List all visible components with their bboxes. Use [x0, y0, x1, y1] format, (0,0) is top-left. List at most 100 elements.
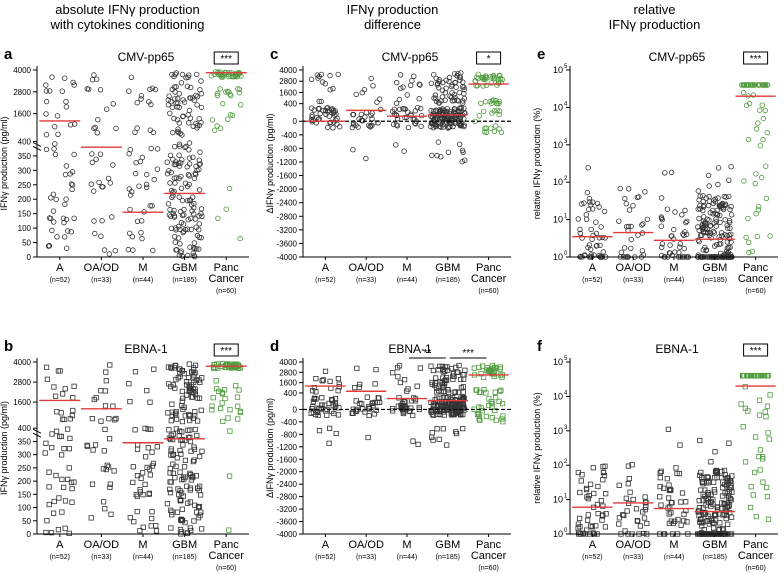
data-point [183, 143, 189, 150]
data-point [46, 501, 52, 508]
data-point [335, 412, 342, 418]
data-point [171, 365, 177, 371]
data-point [746, 249, 752, 256]
data-point [54, 234, 60, 240]
x-group-count: (n=60) [478, 288, 498, 295]
data-point [767, 392, 773, 398]
data-point [595, 510, 601, 517]
y-tick-label: -2800 [277, 493, 298, 502]
data-point [69, 182, 76, 188]
y-tick-label: 4000 [13, 358, 31, 367]
data-point [214, 92, 221, 99]
data-point [703, 247, 710, 253]
data-point [171, 143, 178, 150]
data-point [622, 195, 628, 202]
data-point [471, 365, 477, 371]
data-point [722, 505, 728, 511]
data-point [100, 466, 106, 472]
data-point [745, 215, 751, 222]
data-point [172, 96, 178, 102]
data-point [134, 508, 140, 515]
data-point [404, 406, 410, 412]
data-point [658, 223, 664, 229]
data-point [618, 249, 625, 256]
data-point [169, 104, 175, 111]
data-point [89, 151, 95, 157]
data-point [171, 214, 178, 220]
data-point [212, 69, 219, 75]
data-point [662, 170, 668, 176]
data-point [51, 146, 57, 152]
data-point [350, 121, 357, 128]
data-point [50, 191, 57, 197]
x-tick-label: OA/OD [348, 262, 384, 274]
data-point [494, 107, 500, 113]
x-tick-label: M [669, 539, 678, 551]
data-point [187, 413, 193, 419]
data-point [51, 498, 57, 505]
data-point [370, 83, 376, 89]
x-tick-label: GBM [172, 262, 197, 274]
data-point [63, 98, 69, 105]
data-point [48, 195, 54, 201]
data-point [714, 241, 720, 248]
data-point [440, 426, 446, 432]
data-point [169, 194, 175, 200]
data-point [389, 405, 396, 412]
data-point [132, 129, 138, 135]
data-point [195, 226, 202, 233]
data-point [97, 151, 104, 157]
data-point [756, 203, 762, 210]
y-tick-label: -2400 [277, 199, 298, 208]
data-point [375, 395, 381, 401]
data-point [642, 189, 648, 195]
data-point [460, 389, 466, 395]
data-point [591, 490, 597, 497]
data-point [71, 151, 77, 158]
data-point [659, 244, 665, 250]
data-point [219, 100, 226, 107]
data-point [602, 235, 608, 241]
data-point [442, 97, 448, 103]
data-point [404, 92, 410, 98]
data-point [681, 245, 687, 252]
data-point [452, 110, 459, 117]
data-point [492, 389, 498, 395]
data-point [587, 199, 593, 205]
data-point [740, 89, 747, 96]
x-group-count: (n=60) [478, 565, 498, 572]
data-point [644, 520, 650, 527]
data-point [51, 510, 57, 516]
data-point [191, 444, 197, 450]
data-point [443, 77, 449, 84]
x-tick-label: Cancer [208, 273, 244, 285]
data-point [309, 388, 316, 394]
data-point [236, 387, 242, 393]
data-point [44, 364, 50, 370]
data-point [584, 494, 590, 500]
data-point [710, 200, 716, 206]
y-tick-exponent: 0 [564, 528, 568, 534]
y-tick-label: -1600 [277, 455, 298, 464]
data-point [434, 426, 440, 432]
data-point [666, 495, 672, 501]
data-point [586, 242, 593, 248]
data-point [490, 72, 497, 79]
data-point [70, 407, 76, 414]
data-point [414, 104, 421, 111]
data-point [680, 231, 686, 237]
data-point [70, 79, 76, 86]
y-tick-label: 4000 [279, 66, 297, 75]
data-point [723, 194, 729, 200]
data-point [436, 123, 443, 129]
data-point [49, 444, 55, 451]
data-point [483, 129, 490, 135]
data-point [622, 528, 628, 534]
data-point [363, 155, 369, 162]
data-point [175, 223, 182, 230]
x-group-count: (n=185) [703, 277, 727, 284]
data-point [177, 373, 183, 380]
data-point [664, 476, 670, 482]
data-point [431, 71, 437, 78]
data-point [128, 188, 135, 195]
